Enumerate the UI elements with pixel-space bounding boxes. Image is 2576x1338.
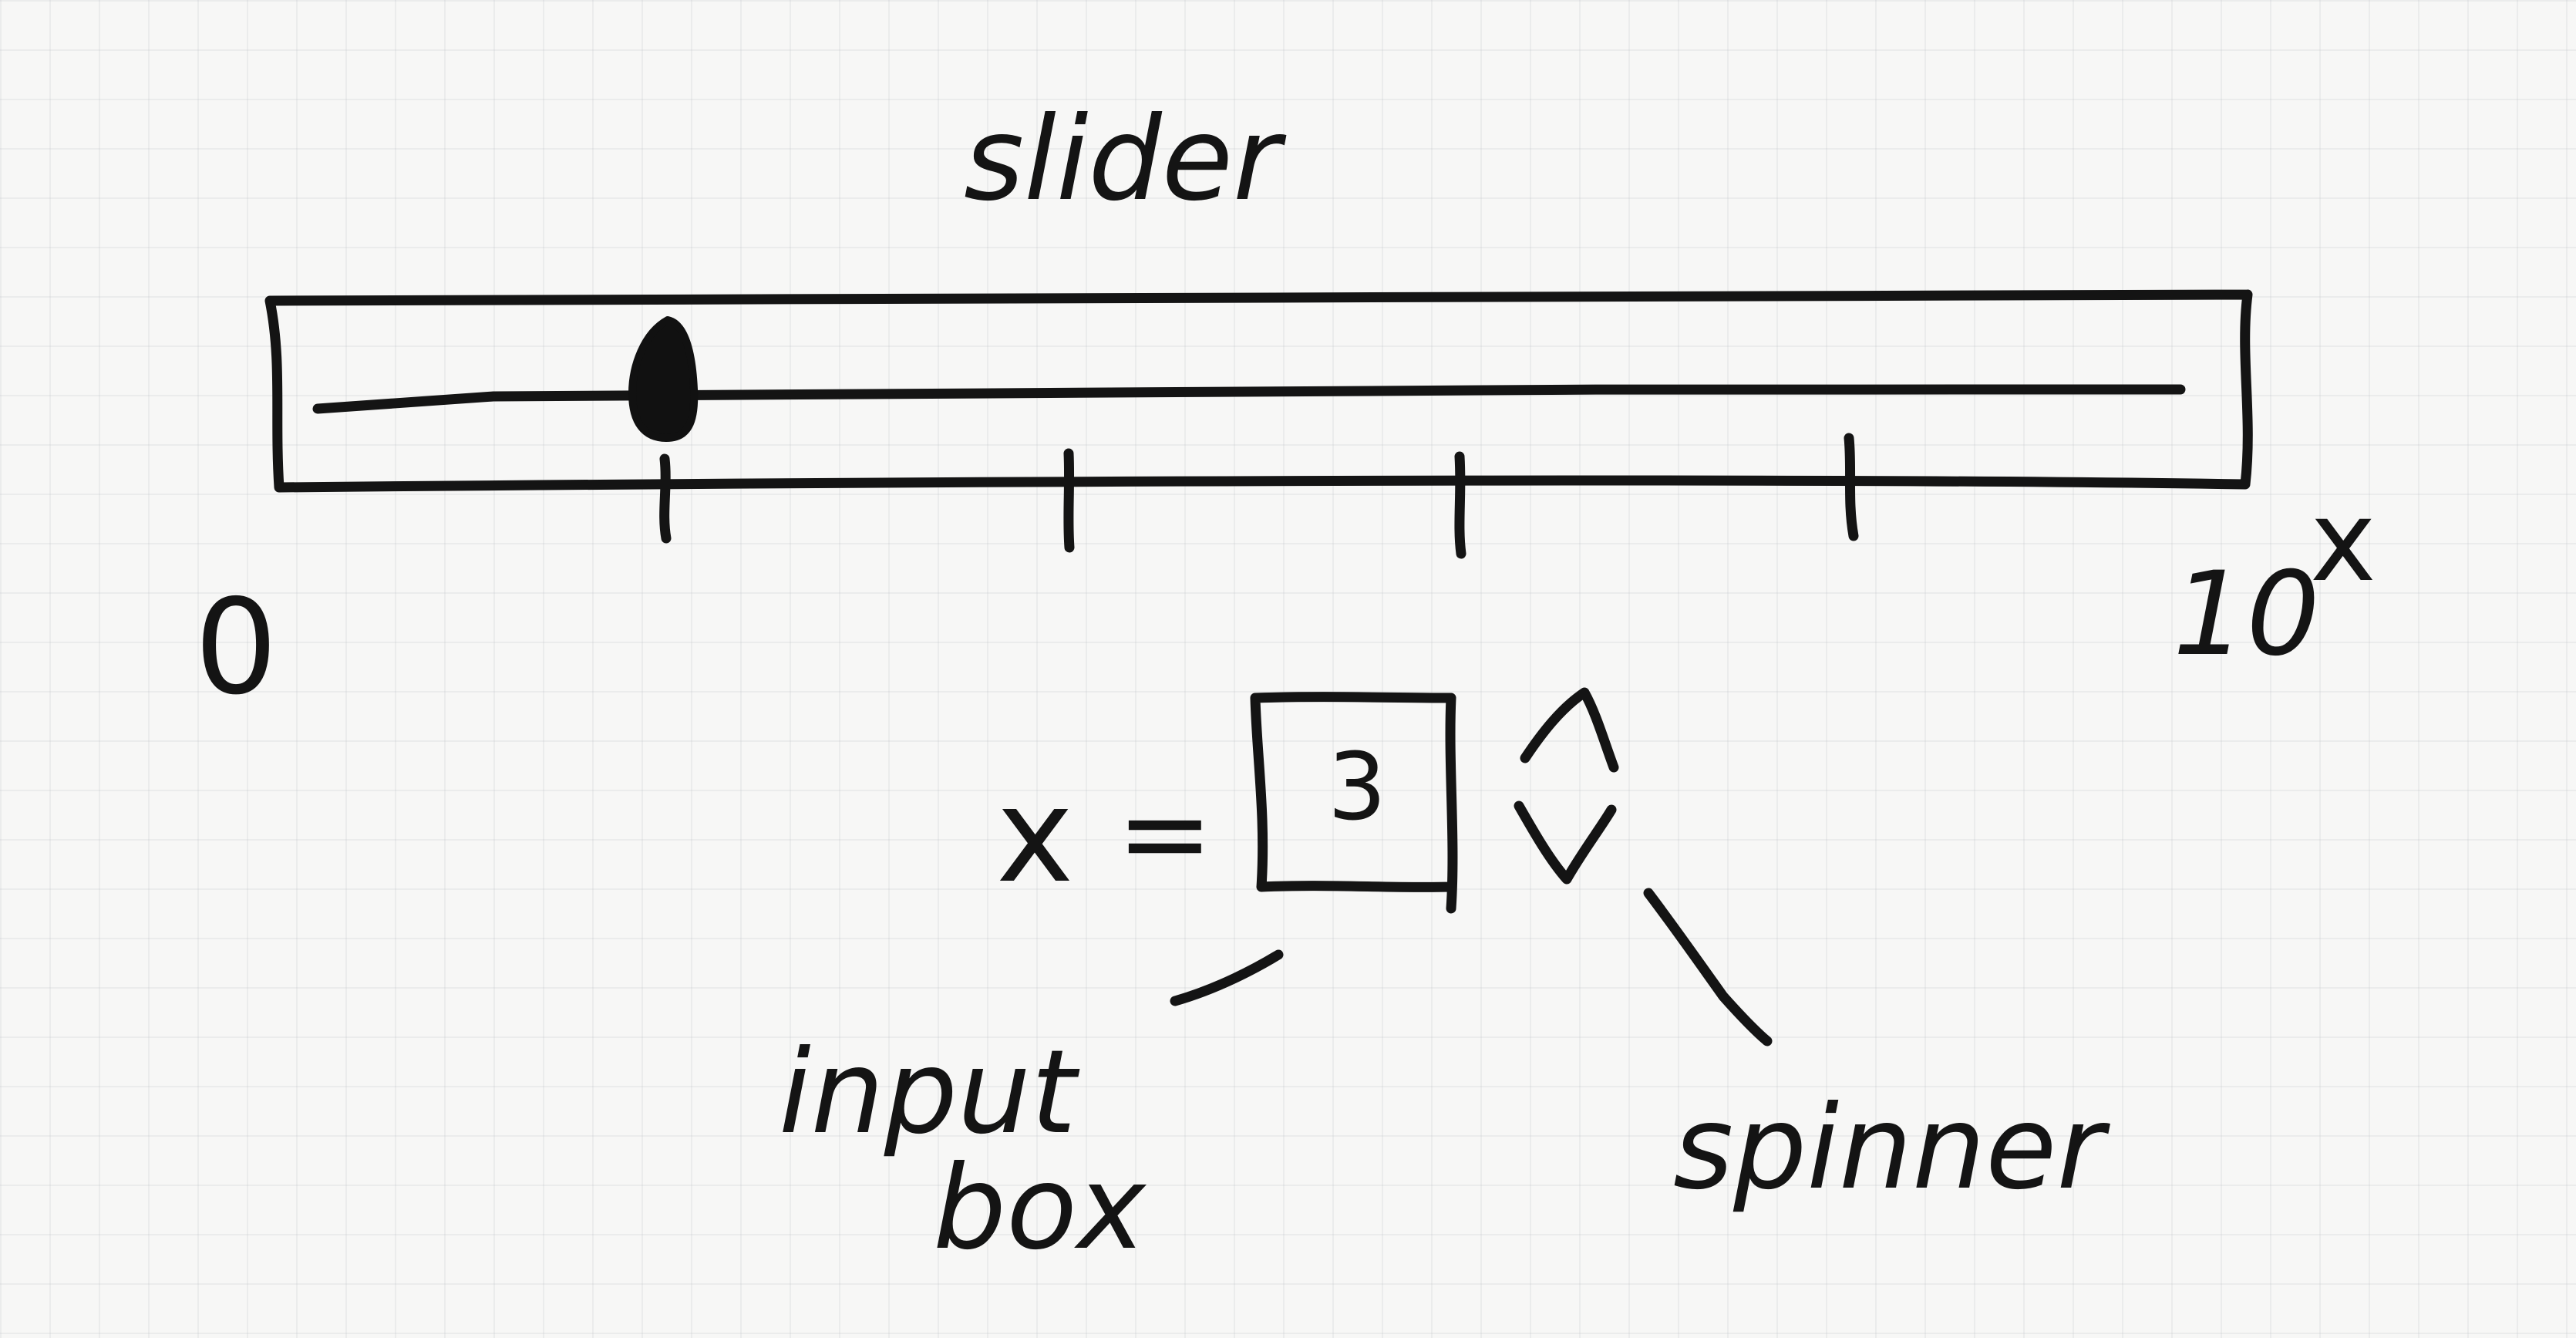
spinner-up-arrow[interactable] <box>1520 687 1619 773</box>
slider-title: slider <box>964 93 1287 227</box>
slider-track <box>312 384 2186 414</box>
spinner-down-arrow[interactable] <box>1514 800 1617 885</box>
equation-variable: x <box>996 760 1074 912</box>
spinner-callout-line <box>1643 888 1773 1046</box>
slider-variable-label: x <box>2310 477 2376 607</box>
spinner-control[interactable] <box>1514 687 1619 885</box>
slider-tick <box>1454 451 1466 559</box>
spinner-annotation: spinner <box>1673 1081 2110 1215</box>
value-input-box[interactable]: 3 <box>1250 692 1458 914</box>
slider-thumb-shape <box>628 316 699 442</box>
value-input-box-frame <box>1250 692 1458 914</box>
slider-max-label: 10 <box>2173 548 2320 682</box>
input-box-callout-line <box>1170 949 1284 1006</box>
equation-equals: = <box>1116 767 1214 901</box>
slider-tick <box>659 453 672 544</box>
slider-frame <box>264 288 2253 493</box>
slider-min-label: 0 <box>194 571 278 724</box>
input-box-annotation-line1: input <box>779 1026 1080 1160</box>
input-box-annotation-line2: box <box>933 1141 1147 1276</box>
slider-tick <box>1844 433 1859 541</box>
slider[interactable] <box>264 288 2253 559</box>
value-input-text: 3 <box>1328 734 1386 841</box>
slider-thumb[interactable] <box>628 316 699 442</box>
